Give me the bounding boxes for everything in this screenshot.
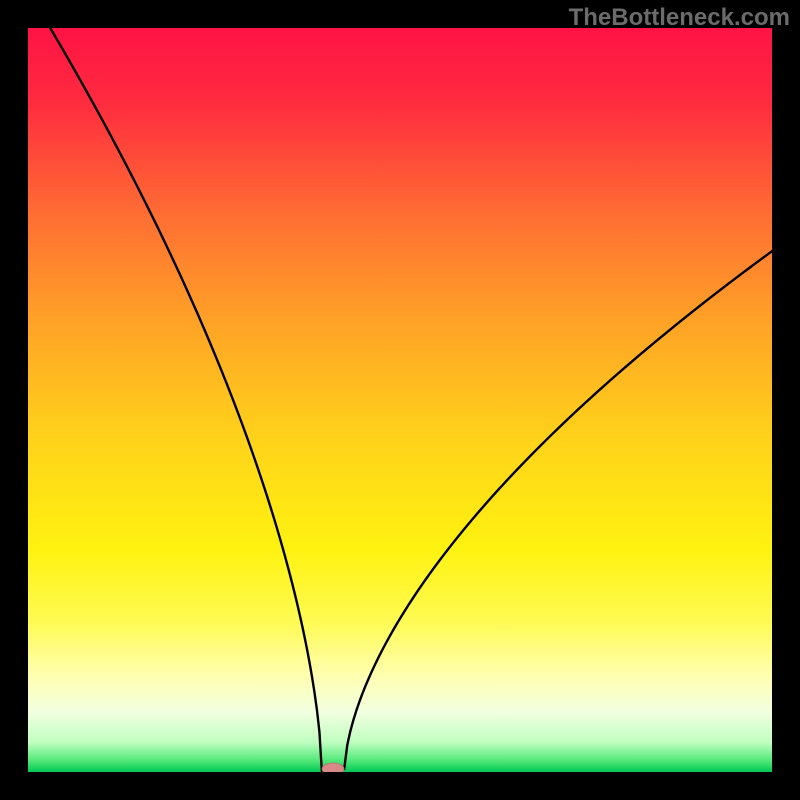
- minimum-marker: [322, 763, 344, 775]
- watermark-text: TheBottleneck.com: [569, 4, 790, 32]
- chart-container: TheBottleneck.com: [0, 0, 800, 800]
- bottleneck-chart: [0, 0, 800, 800]
- plot-background: [28, 28, 772, 772]
